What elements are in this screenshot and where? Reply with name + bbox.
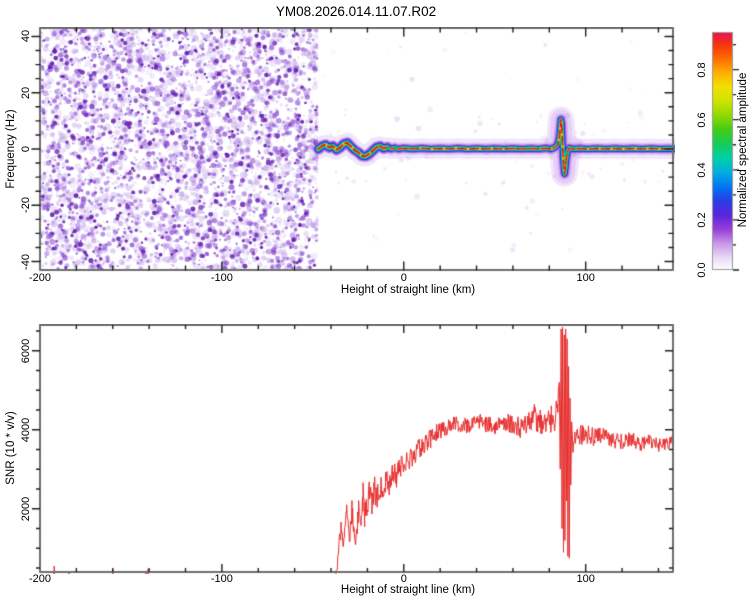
y-tick-label: -20 (20, 197, 32, 214)
spectrogram-panel (31, 27, 675, 272)
y-tick-label: -40 (20, 253, 32, 270)
y-tick-label: 6000 (20, 338, 32, 363)
y-tick-label: 0.8 (696, 61, 708, 78)
x-tick-label: 100 (576, 573, 595, 585)
y-tick-label: 40 (20, 30, 32, 43)
x-tick-label: 0 (400, 573, 407, 585)
spectrogram-x-axis-label: Height of straight line (km) (340, 284, 476, 296)
colorbar-label: Normalized spectral amplitude (737, 72, 749, 228)
snr-y-axis-label: SNR (10 * v/v) (5, 411, 17, 485)
x-tick-label: -200 (28, 573, 52, 585)
spectrogram-y-axis-label: Frequency (Hz) (5, 109, 17, 189)
y-tick-label: 20 (20, 86, 32, 99)
x-tick-label: -100 (210, 272, 233, 284)
y-tick-label: 2000 (20, 496, 32, 522)
x-tick-label: -200 (28, 272, 52, 284)
x-tick-label: 100 (576, 272, 595, 284)
y-tick-label: 0.2 (696, 212, 708, 228)
x-tick-label: -100 (210, 573, 233, 585)
y-tick-label: 0.6 (696, 112, 708, 128)
colorbar (700, 25, 744, 277)
y-tick-label: 4000 (20, 417, 32, 442)
y-tick-label: 0.0 (696, 262, 708, 278)
snr-x-axis-label: Height of straight line (km) (340, 584, 476, 596)
snr-panel (31, 324, 675, 574)
figure-title: YM08.2026.014.11.07.R02 (275, 4, 437, 19)
y-tick-label: 0 (20, 145, 32, 153)
x-tick-label: 0 (400, 272, 407, 284)
y-tick-label: 0.4 (696, 162, 708, 178)
